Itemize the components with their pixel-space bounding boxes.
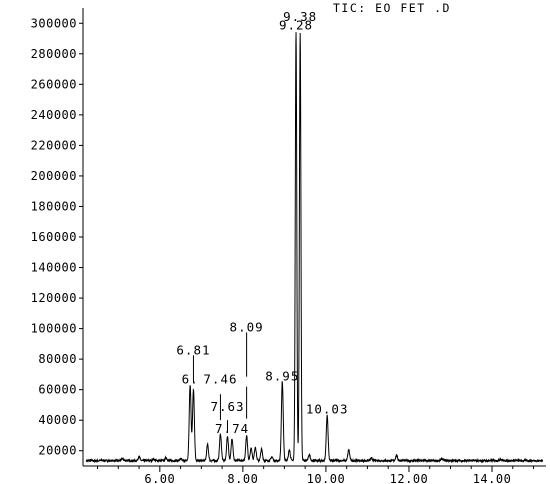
y-tick-label: 180000 bbox=[31, 199, 77, 213]
y-tick-label: 140000 bbox=[31, 261, 77, 275]
peak-label: 8.09 bbox=[230, 320, 264, 335]
y-tick-label: 100000 bbox=[31, 322, 77, 336]
axes bbox=[82, 8, 546, 467]
x-tick-label: 6.00 bbox=[144, 472, 175, 484]
y-tick-label: 240000 bbox=[31, 108, 77, 122]
tic-trace-line bbox=[85, 32, 544, 464]
y-axis-ticks: 20000 40000 60000 80000 100000 120000 140000 16… bbox=[31, 16, 83, 458]
peak-label: 7.63 bbox=[210, 399, 244, 414]
leader-lines bbox=[192, 332, 283, 432]
peak-label: 6.81 bbox=[176, 343, 210, 358]
peak-label: 9.28 bbox=[279, 17, 313, 32]
y-tick-label: 300000 bbox=[31, 16, 77, 30]
y-tick-label: 260000 bbox=[31, 77, 77, 91]
y-tick-label: 80000 bbox=[38, 352, 77, 366]
peak-label: 9.38 bbox=[283, 9, 317, 24]
peak-annotations: 9.389.28 8.09 6.81 6. 7.46 8.95 7.63 7.74 10.03 bbox=[176, 9, 349, 436]
x-tick-label: 8.00 bbox=[227, 472, 258, 484]
peak-label: 6. bbox=[182, 372, 199, 387]
y-tick-label: 220000 bbox=[31, 138, 77, 152]
x-tick-label: 12.00 bbox=[390, 472, 429, 484]
peak-label: 7.74 bbox=[215, 421, 249, 436]
peak-label: 8.95 bbox=[265, 369, 299, 384]
x-tick-label: 10.00 bbox=[307, 472, 346, 484]
y-tick-label: 40000 bbox=[38, 413, 77, 427]
y-tick-label: 200000 bbox=[31, 169, 77, 183]
y-tick-label: 160000 bbox=[31, 230, 77, 244]
y-tick-label: 60000 bbox=[38, 383, 77, 397]
peak-label: 10.03 bbox=[306, 401, 349, 416]
peak-label: 7.46 bbox=[203, 372, 237, 387]
y-tick-label: 280000 bbox=[31, 47, 77, 61]
trace-layer bbox=[85, 32, 544, 464]
y-tick-label: 20000 bbox=[38, 444, 77, 458]
x-tick-label: 14.00 bbox=[473, 472, 512, 484]
y-tick-label: 120000 bbox=[31, 291, 77, 305]
chart-title: TIC: EO FET .D bbox=[333, 1, 451, 15]
x-axis-ticks: 6.00 8.00 10.00 12.00 14.00 bbox=[97, 466, 535, 484]
